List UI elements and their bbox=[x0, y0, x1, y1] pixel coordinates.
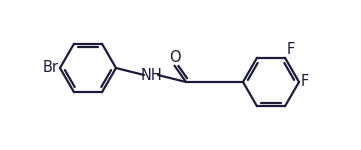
Text: NH: NH bbox=[140, 68, 162, 82]
Text: Br: Br bbox=[43, 60, 59, 75]
Text: F: F bbox=[287, 42, 295, 57]
Text: F: F bbox=[301, 75, 309, 90]
Text: O: O bbox=[169, 50, 180, 65]
